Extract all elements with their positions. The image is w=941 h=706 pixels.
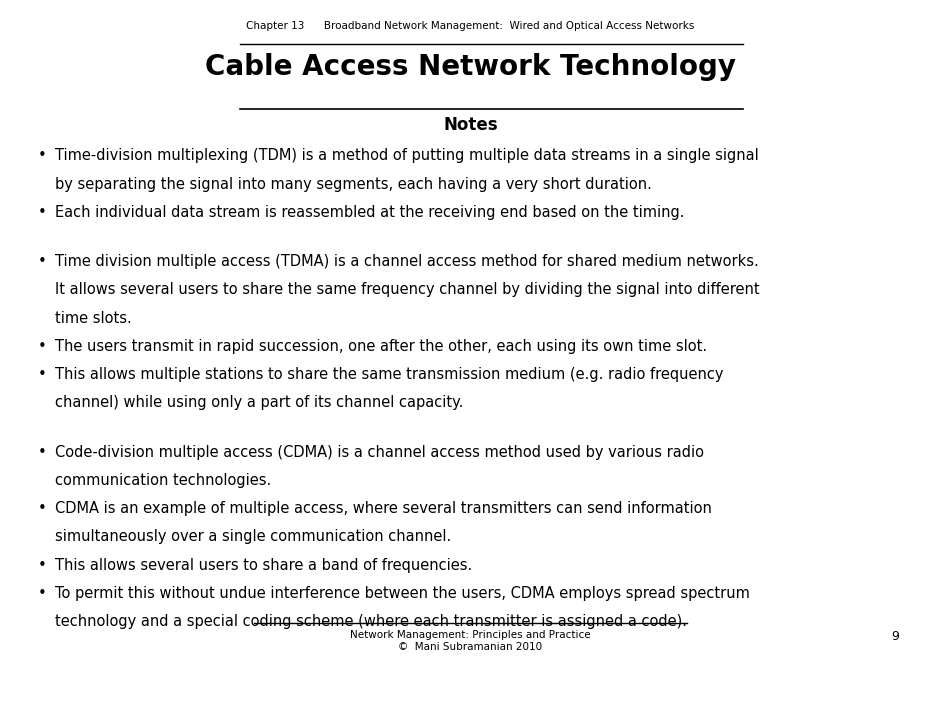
Text: ©  Mani Subramanian 2010: © Mani Subramanian 2010 xyxy=(398,642,543,652)
Text: Chapter 13      Broadband Network Management:  Wired and Optical Access Networks: Chapter 13 Broadband Network Management:… xyxy=(247,21,694,31)
Text: •: • xyxy=(38,339,46,354)
Text: •: • xyxy=(38,586,46,601)
Text: simultaneously over a single communication channel.: simultaneously over a single communicati… xyxy=(55,530,451,544)
Text: •: • xyxy=(38,501,46,516)
Text: by separating the signal into many segments, each having a very short duration.: by separating the signal into many segme… xyxy=(55,176,651,191)
Text: Notes: Notes xyxy=(443,116,498,133)
Text: •: • xyxy=(38,558,46,573)
Text: CDMA is an example of multiple access, where several transmitters can send infor: CDMA is an example of multiple access, w… xyxy=(55,501,711,516)
Text: channel) while using only a part of its channel capacity.: channel) while using only a part of its … xyxy=(55,395,463,410)
Text: Code-division multiple access (CDMA) is a channel access method used by various : Code-division multiple access (CDMA) is … xyxy=(55,445,704,460)
Text: 9: 9 xyxy=(891,630,899,642)
Text: Cable Access Network Technology: Cable Access Network Technology xyxy=(205,53,736,81)
Text: time slots.: time slots. xyxy=(55,311,132,325)
Text: Each individual data stream is reassembled at the receiving end based on the tim: Each individual data stream is reassembl… xyxy=(55,205,684,220)
Text: To permit this without undue interference between the users, CDMA employs spread: To permit this without undue interferenc… xyxy=(55,586,749,601)
Text: The users transmit in rapid succession, one after the other, each using its own : The users transmit in rapid succession, … xyxy=(55,339,707,354)
Text: technology and a special coding scheme (where each transmitter is assigned a cod: technology and a special coding scheme (… xyxy=(55,614,687,629)
Text: •: • xyxy=(38,445,46,460)
Text: Time division multiple access (TDMA) is a channel access method for shared mediu: Time division multiple access (TDMA) is … xyxy=(55,254,758,269)
Text: •: • xyxy=(38,148,46,163)
Text: It allows several users to share the same frequency channel by dividing the sign: It allows several users to share the sam… xyxy=(55,282,759,297)
Text: •: • xyxy=(38,254,46,269)
Text: Time-division multiplexing (TDM) is a method of putting multiple data streams in: Time-division multiplexing (TDM) is a me… xyxy=(55,148,758,163)
Text: Network Management: Principles and Practice: Network Management: Principles and Pract… xyxy=(350,630,591,640)
Text: This allows multiple stations to share the same transmission medium (e.g. radio : This allows multiple stations to share t… xyxy=(55,367,723,382)
Text: This allows several users to share a band of frequencies.: This allows several users to share a ban… xyxy=(55,558,471,573)
Text: communication technologies.: communication technologies. xyxy=(55,473,271,488)
Text: •: • xyxy=(38,367,46,382)
Text: •: • xyxy=(38,205,46,220)
